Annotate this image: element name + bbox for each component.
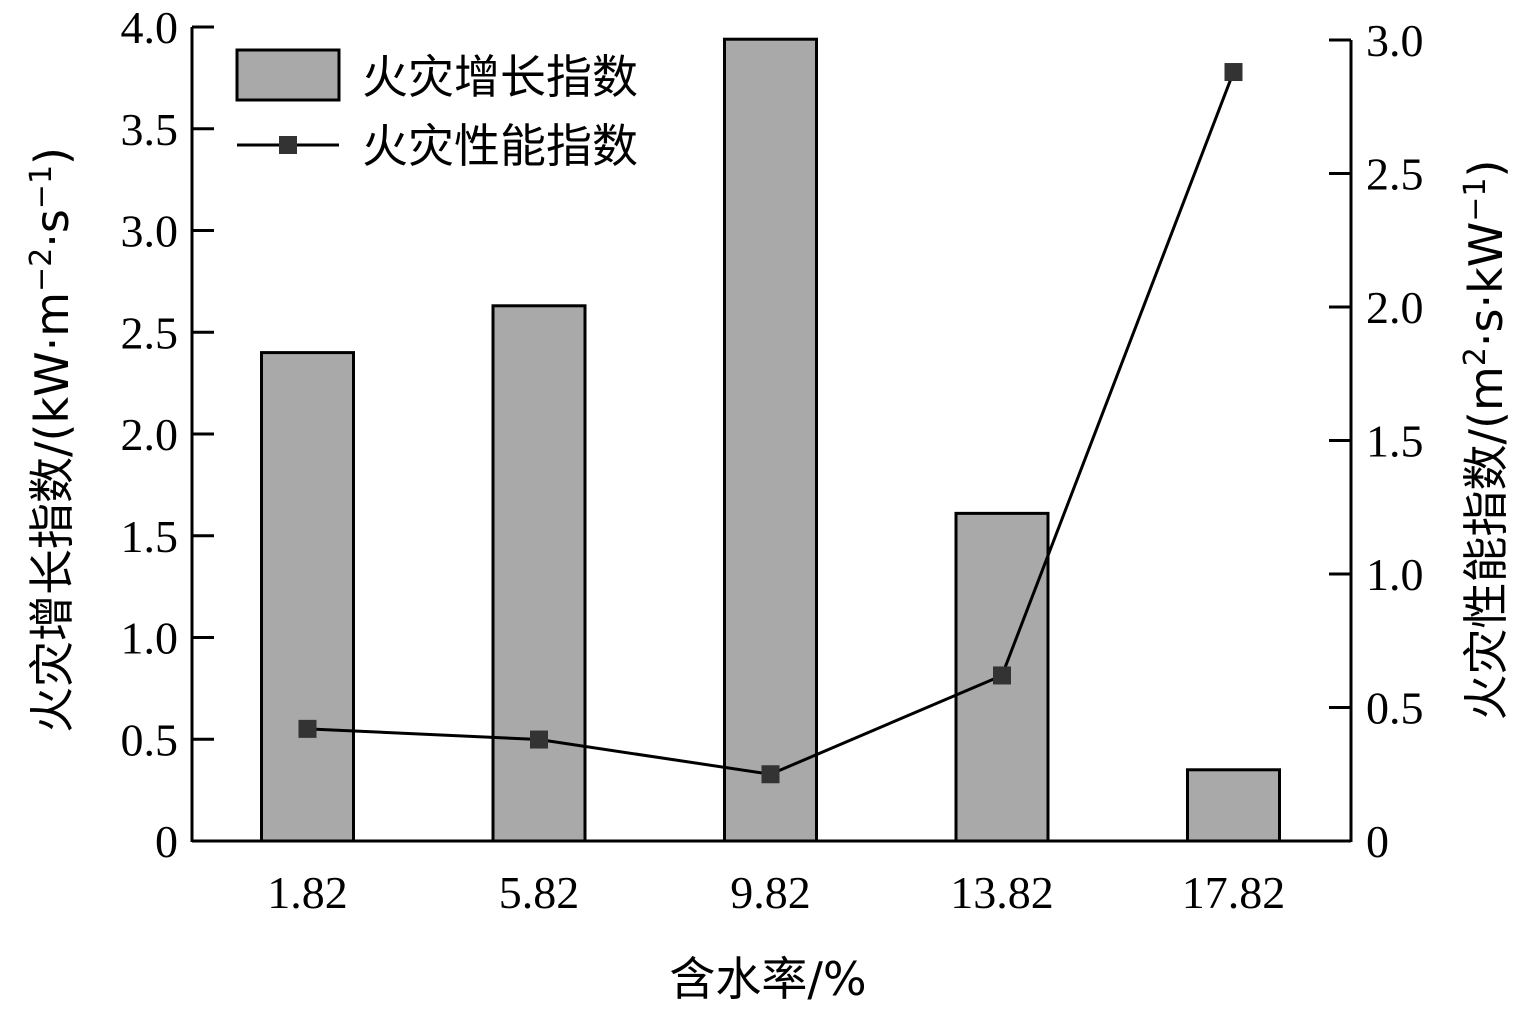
line-series-group — [298, 63, 1243, 784]
left-axis-title-end: ) — [25, 147, 79, 165]
x-tick-label: 9.82 — [730, 867, 811, 918]
left-axis-title: 火灾增长指数/(kW·m−2·s−1) — [24, 147, 80, 733]
right-axis-title-sup2: −1 — [1458, 178, 1493, 222]
left-tick-label: 2.0 — [121, 409, 179, 460]
left-axis-title-main: 火灾增长指数/(kW·m — [25, 292, 79, 733]
bar-9.82 — [723, 37, 818, 843]
right-axis-title: 火灾性能指数/(m2·s·kW−1) — [1458, 160, 1514, 721]
x-tick-label: 5.82 — [499, 867, 580, 918]
line-point-1.82 — [298, 719, 317, 738]
left-axis-title-sup1: −2 — [24, 248, 59, 292]
right-axis-title-sup1: 2 — [1458, 347, 1493, 366]
left-axis-title-mid: ·s — [25, 209, 79, 248]
bar-group — [260, 37, 1281, 843]
bar-1.82 — [260, 351, 355, 843]
right-tick-label: 1.5 — [1366, 416, 1424, 467]
legend-bar-swatch — [235, 48, 341, 102]
left-tick-label: 0.5 — [121, 714, 179, 765]
line-point-17.82 — [1224, 63, 1243, 82]
left-tick-label: 4.0 — [121, 2, 179, 53]
tick-group: 0 0.5 1.0 1.5 2.0 2.5 3.0 3.5 4.0 0 0.5 1.0 1.5 2.0 2.… — [121, 2, 1424, 918]
line-point-13.82 — [993, 666, 1011, 685]
legend-line-label: 火灾性能指数 — [362, 119, 638, 173]
bar-5.82 — [491, 304, 587, 843]
legend-bar-label: 火灾增长指数 — [362, 50, 638, 104]
x-tick-label: 1.82 — [267, 867, 348, 918]
left-tick-label: 1.0 — [121, 613, 179, 664]
right-tick-label: 0 — [1366, 816, 1389, 867]
right-axis-title-mid: ·s·kW — [1459, 222, 1513, 347]
legend: 火灾增长指数 火灾性能指数 — [235, 48, 638, 173]
x-axis-title: 含水率/% — [669, 952, 866, 1006]
left-axis-title-sup2: −1 — [24, 165, 59, 209]
right-tick-label: 1.0 — [1366, 549, 1424, 600]
bar-17.82 — [1186, 768, 1281, 843]
left-tick-label: 2.5 — [121, 307, 179, 358]
x-tick-label: 13.82 — [950, 867, 1054, 918]
line-point-9.82 — [761, 765, 780, 784]
right-axis-title-main: 火灾性能指数/(m — [1459, 366, 1513, 720]
right-tick-label: 2.5 — [1366, 149, 1424, 200]
line-point-5.82 — [530, 730, 548, 749]
left-tick-label: 3.0 — [121, 206, 179, 257]
right-axis-title-end: ) — [1459, 160, 1513, 178]
left-tick-label: 0 — [155, 816, 178, 867]
right-tick-label: 0.5 — [1366, 683, 1424, 734]
x-tick-label: 17.82 — [1182, 867, 1286, 918]
left-tick-label: 1.5 — [121, 511, 179, 562]
left-tick-label: 3.5 — [121, 104, 179, 155]
right-tick-label: 2.0 — [1366, 282, 1424, 333]
right-tick-label: 3.0 — [1366, 15, 1424, 66]
legend-line-marker — [279, 136, 297, 154]
